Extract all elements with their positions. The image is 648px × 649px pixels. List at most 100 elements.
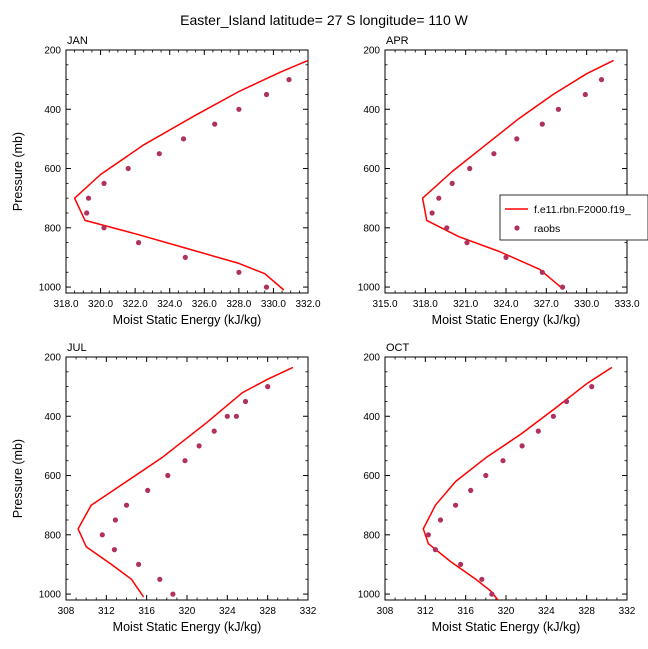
obs-point: [539, 269, 545, 275]
obs-point: [467, 165, 473, 172]
obs-point: [286, 77, 292, 83]
obs-point: [101, 225, 107, 231]
obs-point: [145, 487, 151, 493]
y-tick-label: 1000: [39, 283, 62, 294]
x-tick-label: 308: [377, 606, 394, 617]
obs-point: [598, 77, 605, 83]
y-tick-label: 600: [44, 471, 61, 482]
x-tick-label: 308: [58, 606, 75, 617]
x-tick-label: 315.0: [372, 299, 397, 310]
y-tick-label: 200: [363, 46, 380, 57]
y-tick-label: 600: [363, 164, 380, 175]
x-tick-label: 330.0: [574, 299, 599, 310]
obs-point: [123, 502, 130, 508]
plot-frame: [65, 356, 309, 601]
panel-jul: JUL 308 312 316 320 324 328 332 200 400 600 800 1000…: [11, 342, 317, 634]
obs-point: [170, 591, 176, 597]
model-line: [77, 366, 294, 598]
y-tick-label: 400: [44, 412, 61, 423]
x-tick-label: 316: [457, 606, 474, 617]
x-tick-label: 324.0: [157, 299, 182, 310]
x-tick-label: 332: [619, 606, 636, 617]
obs-point: [99, 532, 105, 538]
obs-point: [111, 547, 117, 553]
x-tick-label: 328: [578, 606, 595, 617]
x-tick-label: 318.0: [53, 299, 78, 310]
obs-point: [489, 591, 495, 597]
legend-obs-label: raobs: [534, 223, 560, 235]
x-tick-label: 327.0: [534, 299, 559, 310]
x-tick-label: 328.0: [226, 299, 251, 310]
obs-point: [242, 398, 249, 405]
y-tick-label: 1000: [358, 283, 381, 294]
obs-point: [563, 398, 570, 405]
obs-point: [514, 136, 520, 142]
x-tick-label: 316: [138, 606, 155, 617]
obs-point: [539, 121, 545, 127]
obs-point: [432, 547, 438, 553]
obs-point: [437, 517, 444, 523]
x-tick-label: 321.0: [453, 299, 478, 310]
obs-point: [503, 254, 509, 260]
obs-point: [479, 576, 485, 582]
legend-obs-swatch: [514, 225, 520, 231]
y-tick-label: 800: [363, 223, 380, 234]
x-tick-label: 320: [498, 606, 515, 617]
x-tick-label: 324.0: [493, 299, 518, 310]
obs-point: [136, 240, 142, 246]
x-tick-label: 332.0: [295, 299, 320, 310]
legend: f.e11.rbn.F2000.f19_raobs: [499, 194, 648, 241]
y-tick-label: 600: [44, 164, 61, 175]
x-tick-label: 312: [98, 606, 115, 617]
obs-point: [263, 91, 270, 98]
panel-label: APR: [386, 35, 409, 47]
x-tick-label: 320: [179, 606, 196, 617]
plot-frame: [384, 356, 628, 601]
y-tick-label: 400: [44, 105, 61, 116]
x-tick-label: 322.0: [123, 299, 148, 310]
obs-point: [453, 502, 459, 508]
obs-point: [156, 151, 162, 157]
model-line: [421, 59, 614, 290]
obs-point: [555, 106, 562, 112]
legend-box: [499, 194, 648, 241]
x-tick-label: 332: [300, 606, 317, 617]
obs-point: [157, 576, 163, 582]
panel-apr: APR 315.0 318.0 321.0 324.0 327.0 330.0 333.0 20…: [358, 35, 640, 327]
obs-point: [444, 225, 450, 231]
panel-oct: OCT 308 312 316 320 324 328 332 200 400 600 800 1000…: [358, 342, 636, 634]
y-tick-label: 600: [363, 471, 380, 482]
obs-point: [449, 180, 455, 186]
model-line: [422, 366, 613, 600]
y-tick-label: 200: [44, 46, 61, 57]
obs-point: [233, 413, 239, 419]
obs-point: [84, 210, 90, 216]
y-tick-label: 1000: [39, 590, 62, 601]
obs-point: [136, 561, 142, 568]
figure-title: Easter_Island latitude= 27 S longitude= …: [180, 12, 468, 28]
y-axis-label: Pressure (mb): [11, 132, 25, 211]
obs-point: [265, 384, 271, 390]
obs-point: [535, 428, 541, 434]
x-axis-label: Moist Static Energy (kJ/kg): [113, 313, 262, 327]
x-tick-label: 312: [417, 606, 434, 617]
obs-point: [425, 532, 431, 538]
y-tick-label: 400: [363, 412, 380, 423]
panel-label: JAN: [67, 35, 88, 47]
obs-point: [519, 443, 525, 449]
y-tick-label: 800: [363, 530, 380, 541]
obs-point: [436, 195, 442, 201]
obs-point: [112, 517, 118, 523]
obs-point: [429, 210, 435, 216]
obs-point: [464, 240, 470, 246]
obs-point: [196, 443, 202, 449]
x-tick-label: 324: [219, 606, 236, 617]
panels: JAN 318.0 320.0 322.0 324.0 326.0 328.0 330.0 33…: [11, 35, 640, 634]
x-tick-label: 326.0: [192, 299, 217, 310]
obs-point: [125, 165, 131, 172]
obs-point: [180, 136, 187, 142]
y-tick-label: 200: [363, 353, 380, 364]
obs-point: [182, 254, 188, 260]
obs-point: [211, 428, 217, 434]
